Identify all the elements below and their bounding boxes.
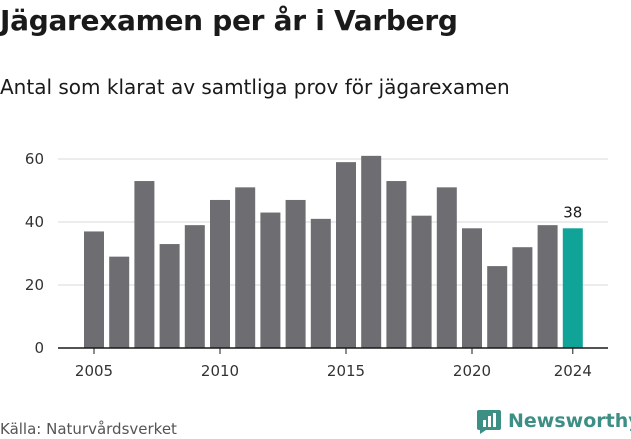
bar-2009 (184, 225, 205, 348)
x-tick-label: 2005 (75, 362, 113, 380)
bar-2016 (361, 155, 382, 348)
bar-2008 (159, 244, 180, 348)
y-tick-label: 20 (25, 276, 44, 294)
bar-2005 (84, 231, 104, 348)
y-tick-label: 60 (25, 150, 44, 168)
bars (84, 155, 583, 348)
bar-2021 (487, 266, 508, 348)
bar-2007 (134, 181, 155, 348)
bar-2013 (285, 199, 306, 348)
x-tick-label: 2010 (201, 362, 239, 380)
data-labels: 38 (563, 203, 582, 221)
y-tick-label: 40 (25, 213, 44, 231)
bar-2017 (386, 181, 407, 348)
x-axis: 2005 2010 2015 2020 2024 (58, 347, 608, 380)
bar-2020 (462, 228, 482, 348)
x-tick-label: 2015 (327, 362, 365, 380)
bar-2024 (562, 228, 583, 348)
bar-2022 (512, 247, 533, 348)
bar-2014 (310, 218, 331, 348)
bar-2011 (235, 187, 256, 348)
bar-2006 (109, 256, 130, 348)
bar-2012 (260, 212, 281, 348)
bar-2015 (336, 162, 356, 348)
x-tick-label: 2024 (554, 362, 592, 380)
y-axis: 0 20 40 60 (25, 150, 44, 357)
bar-2010 (210, 199, 230, 348)
newsworthy-logo-icon (477, 410, 501, 434)
bar-2018 (411, 215, 432, 348)
x-tick-label: 2020 (453, 362, 491, 380)
data-label-2024: 38 (563, 203, 582, 221)
y-tick-label: 0 (34, 339, 44, 357)
chart-title: Jägarexamen per år i Varberg (0, 4, 458, 37)
chart-subtitle: Antal som klarat av samtliga prov för jä… (0, 75, 510, 99)
bar-2023 (537, 225, 558, 348)
bar-2019 (436, 187, 457, 348)
brand-logo: Newsworthy (476, 408, 631, 434)
brand-name: Newsworthy (508, 410, 631, 432)
source-note: Källa: Naturvårdsverket (0, 420, 177, 438)
